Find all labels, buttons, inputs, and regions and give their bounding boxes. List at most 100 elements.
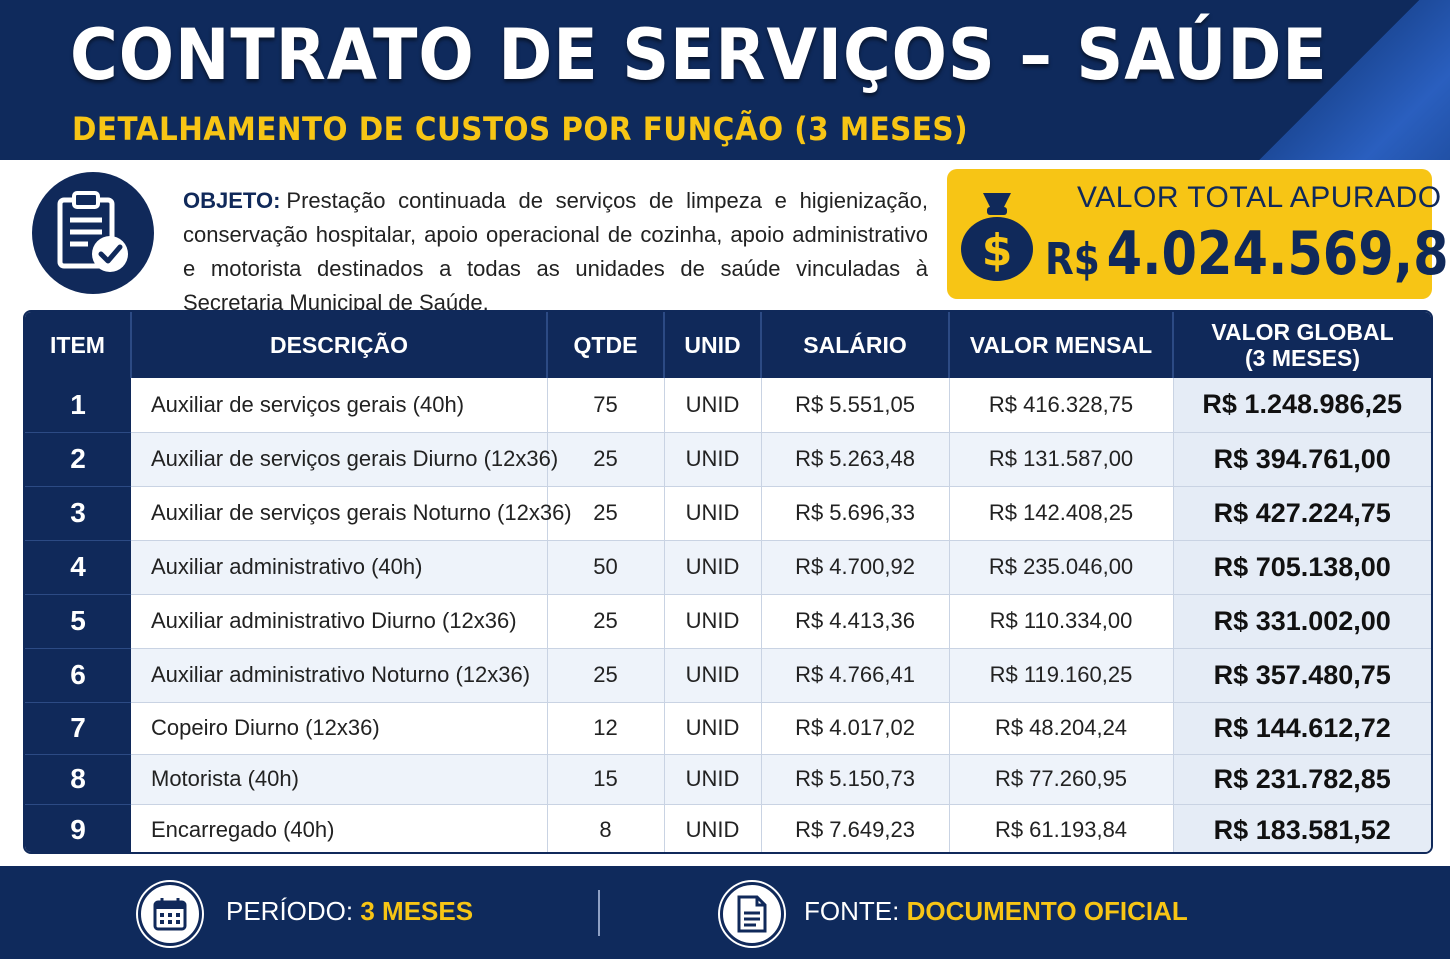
description-cell: Encarregado (40h) bbox=[131, 804, 548, 852]
total-currency: R$ bbox=[1045, 234, 1100, 285]
item-number-cell: 8 bbox=[25, 754, 131, 805]
source-info: FONTE: DOCUMENTO OFICIAL bbox=[804, 896, 1188, 927]
object-description: OBJETO: Prestação continuada de serviços … bbox=[183, 184, 928, 320]
description-cell: Auxiliar de serviços gerais (40h) bbox=[131, 378, 548, 433]
header-global-value: VALOR GLOBAL (3 MESES) bbox=[1173, 312, 1431, 378]
table-row: 3 Auxiliar de serviços gerais Noturno (12… bbox=[25, 486, 1431, 541]
description-cell: Auxiliar administrativo Noturno (12x36) bbox=[131, 648, 548, 703]
item-number-cell: 1 bbox=[25, 378, 131, 433]
unit-cell: UNID bbox=[664, 804, 762, 852]
clipboard-check-icon bbox=[32, 172, 154, 294]
footer: PERÍODO: 3 MESES FONTE: DOCUMENTO OFICIA… bbox=[0, 866, 1450, 959]
global-value-cell: R$ 144.612,72 bbox=[1173, 702, 1431, 755]
cost-table: ITEM DESCRIÇÃO QTDE UNID SALÁRIO VALOR M… bbox=[23, 310, 1433, 854]
global-value-cell: R$ 1.248.986,25 bbox=[1173, 378, 1431, 433]
total-amount: 4.024.569,84 bbox=[1106, 219, 1450, 289]
salary-cell: R$ 5.263,48 bbox=[761, 432, 950, 487]
quantity-cell: 25 bbox=[547, 594, 665, 649]
header-global-line2: (3 MESES) bbox=[1244, 345, 1361, 371]
global-value-cell: R$ 183.581,52 bbox=[1173, 804, 1431, 852]
description-cell: Auxiliar administrativo Diurno (12x36) bbox=[131, 594, 548, 649]
header-description: DESCRIÇÃO bbox=[131, 312, 548, 378]
description-cell: Copeiro Diurno (12x36) bbox=[131, 702, 548, 755]
global-value-cell: R$ 705.138,00 bbox=[1173, 540, 1431, 595]
table-row: 5 Auxiliar administrativo Diurno (12x36) 2… bbox=[25, 594, 1431, 649]
monthly-value-cell: R$ 119.160,25 bbox=[949, 648, 1174, 703]
money-bag-icon: $ bbox=[957, 185, 1037, 285]
monthly-value-cell: R$ 77.260,95 bbox=[949, 754, 1174, 805]
calendar-icon bbox=[138, 882, 202, 946]
salary-cell: R$ 4.766,41 bbox=[761, 648, 950, 703]
header-quantity: QTDE bbox=[547, 312, 665, 378]
quantity-cell: 8 bbox=[547, 804, 665, 852]
description-cell: Auxiliar de serviços gerais Diurno (12x3… bbox=[131, 432, 558, 487]
item-number-cell: 3 bbox=[25, 486, 131, 541]
unit-cell: UNID bbox=[664, 648, 762, 703]
monthly-value-cell: R$ 416.328,75 bbox=[949, 378, 1174, 433]
global-value-cell: R$ 331.002,00 bbox=[1173, 594, 1431, 649]
salary-cell: R$ 5.150,73 bbox=[761, 754, 950, 805]
quantity-cell: 75 bbox=[547, 378, 665, 433]
description-cell: Auxiliar administrativo (40h) bbox=[131, 540, 548, 595]
salary-cell: R$ 4.017,02 bbox=[761, 702, 950, 755]
global-value-cell: R$ 357.480,75 bbox=[1173, 648, 1431, 703]
monthly-value-cell: R$ 131.587,00 bbox=[949, 432, 1174, 487]
footer-divider bbox=[598, 890, 600, 936]
salary-cell: R$ 4.413,36 bbox=[761, 594, 950, 649]
header-global-line1: VALOR GLOBAL bbox=[1211, 319, 1394, 345]
item-number-cell: 5 bbox=[25, 594, 131, 649]
table-row: 9 Encarregado (40h) 8 UNID R$ 7.649,23 R$ 61.… bbox=[25, 804, 1431, 852]
global-value-cell: R$ 394.761,00 bbox=[1173, 432, 1431, 487]
quantity-cell: 15 bbox=[547, 754, 665, 805]
salary-cell: R$ 5.551,05 bbox=[761, 378, 950, 433]
money-bag-symbol: $ bbox=[982, 225, 1013, 276]
total-label: VALOR TOTAL APURADO bbox=[1077, 181, 1442, 214]
table-row: 7 Copeiro Diurno (12x36) 12 UNID R$ 4.017,02… bbox=[25, 702, 1431, 755]
monthly-value-cell: R$ 110.334,00 bbox=[949, 594, 1174, 649]
item-number-cell: 7 bbox=[25, 702, 131, 755]
page-title: CONTRATO DE SERVIÇOS – SAÚDE bbox=[70, 14, 1328, 96]
salary-cell: R$ 5.696,33 bbox=[761, 486, 950, 541]
unit-cell: UNID bbox=[664, 594, 762, 649]
quantity-cell: 25 bbox=[547, 432, 665, 487]
period-value: 3 MESES bbox=[360, 896, 474, 926]
header-unit: UNID bbox=[664, 312, 762, 378]
unit-cell: UNID bbox=[664, 432, 762, 487]
total-value-box: $ VALOR TOTAL APURADO R$ 4.024.569,84 bbox=[947, 169, 1450, 299]
table-row: 4 Auxiliar administrativo (40h) 50 UNID R$ 4… bbox=[25, 540, 1431, 595]
item-number-cell: 4 bbox=[25, 540, 131, 595]
global-value-cell: R$ 231.782,85 bbox=[1173, 754, 1431, 805]
salary-cell: R$ 4.700,92 bbox=[761, 540, 950, 595]
page-subtitle: DETALHAMENTO DE CUSTOS POR FUNÇÃO (3 MES… bbox=[72, 110, 968, 148]
period-info: PERÍODO: 3 MESES bbox=[226, 896, 473, 927]
monthly-value-cell: R$ 48.204,24 bbox=[949, 702, 1174, 755]
quantity-cell: 25 bbox=[547, 486, 665, 541]
source-value: DOCUMENTO OFICIAL bbox=[906, 896, 1188, 926]
unit-cell: UNID bbox=[664, 378, 762, 433]
monthly-value-cell: R$ 61.193,84 bbox=[949, 804, 1174, 852]
header-decorative-stripe bbox=[1230, 0, 1450, 160]
table-row: 8 Motorista (40h) 15 UNID R$ 5.150,73 R$ 77.2… bbox=[25, 754, 1431, 805]
unit-cell: UNID bbox=[664, 754, 762, 805]
unit-cell: UNID bbox=[664, 540, 762, 595]
quantity-cell: 50 bbox=[547, 540, 665, 595]
salary-cell: R$ 7.649,23 bbox=[761, 804, 950, 852]
period-label: PERÍODO: bbox=[226, 896, 354, 926]
source-label: FONTE: bbox=[804, 896, 900, 926]
header-monthly-value: VALOR MENSAL bbox=[949, 312, 1174, 378]
global-value-cell: R$ 427.224,75 bbox=[1173, 486, 1431, 541]
table-header-row: ITEM DESCRIÇÃO QTDE UNID SALÁRIO VALOR M… bbox=[25, 312, 1431, 378]
header-salary: SALÁRIO bbox=[761, 312, 950, 378]
unit-cell: UNID bbox=[664, 486, 762, 541]
header: CONTRATO DE SERVIÇOS – SAÚDE DETALHAMENT… bbox=[0, 0, 1450, 160]
quantity-cell: 12 bbox=[547, 702, 665, 755]
document-icon bbox=[720, 882, 784, 946]
header-item: ITEM bbox=[25, 312, 132, 378]
item-number-cell: 2 bbox=[25, 432, 131, 487]
description-cell: Auxiliar de serviços gerais Noturno (12x… bbox=[131, 486, 572, 541]
monthly-value-cell: R$ 142.408,25 bbox=[949, 486, 1174, 541]
item-number-cell: 6 bbox=[25, 648, 131, 703]
table-row: 6 Auxiliar administrativo Noturno (12x36)… bbox=[25, 648, 1431, 703]
total-value: R$ 4.024.569,84 bbox=[1045, 219, 1450, 289]
table-row: 1 Auxiliar de serviços gerais (40h) 75 UNID… bbox=[25, 378, 1431, 433]
